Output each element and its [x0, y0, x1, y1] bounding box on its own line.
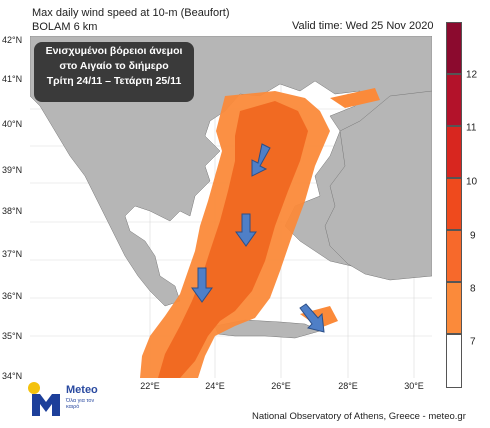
logo-tagline: Όλα για τον καιρό	[66, 398, 95, 410]
lat-label: 36°N	[2, 291, 23, 301]
lon-label: 24°E	[205, 381, 225, 391]
land-anatolia	[324, 90, 432, 281]
colorbar-segment	[446, 126, 462, 178]
colorbar-label: 8	[470, 283, 476, 295]
lat-label: 38°N	[2, 206, 23, 216]
wind-zone-marmara	[330, 88, 380, 108]
lat-label: 42°N	[2, 35, 23, 45]
lon-label: 22°E	[140, 381, 160, 391]
lat-label: 41°N	[2, 74, 23, 84]
colorbar-label: 10	[466, 176, 478, 188]
info-line-3: Τρίτη 24/11 – Τετάρτη 25/11	[46, 75, 182, 87]
lat-label: 37°N	[2, 249, 23, 259]
lon-label: 30°E	[404, 381, 424, 391]
colorbar-label: 11	[466, 122, 477, 134]
wind-arrows	[191, 143, 325, 333]
colorbar-segment	[446, 178, 462, 230]
land-crete	[214, 319, 321, 339]
lat-label: 34°N	[2, 371, 23, 381]
lat-label: 39°N	[2, 165, 23, 175]
wind-zone-8	[158, 101, 308, 378]
map-title: Max daily wind speed at 10-m (Beaufort) …	[32, 6, 229, 34]
valid-time: Valid time: Wed 25 Nov 2020	[292, 20, 434, 32]
footer-credit: National Observatory of Athens, Greece -…	[252, 411, 466, 422]
info-line-2: στο Αιγαίο το διήμερο	[59, 60, 169, 72]
info-line-1: Ενισχυμένοι βόρειοι άνεμοι	[45, 45, 183, 57]
colorbar	[446, 22, 462, 388]
colorbar-label: 7	[470, 336, 476, 348]
lat-label: 40°N	[2, 119, 23, 129]
meteo-logo-icon	[28, 382, 60, 416]
colorbar-segment	[446, 22, 462, 74]
logo-name: Meteo	[66, 384, 98, 396]
colorbar-label: 12	[466, 69, 478, 81]
lon-label: 28°E	[338, 381, 358, 391]
arrow-central-aegean	[235, 213, 257, 247]
title-line-1: Max daily wind speed at 10-m (Beaufort)	[32, 7, 230, 19]
arrow-south-aegean	[191, 267, 213, 303]
title-line-2: BOLAM 6 km	[32, 21, 98, 33]
colorbar-segment	[446, 74, 462, 126]
lon-label: 26°E	[271, 381, 291, 391]
lat-label: 35°N	[2, 331, 23, 341]
wind-map	[30, 36, 432, 378]
colorbar-label: 9	[470, 230, 476, 242]
arrow-dodecanese	[299, 303, 325, 333]
arrow-north-aegean	[251, 143, 271, 177]
colorbar-segment	[446, 230, 462, 282]
colorbar-segment	[446, 282, 462, 334]
info-box: Ενισχυμένοι βόρειοι άνεμοι στο Αιγαίο το…	[34, 42, 194, 102]
colorbar-segment	[446, 334, 462, 388]
